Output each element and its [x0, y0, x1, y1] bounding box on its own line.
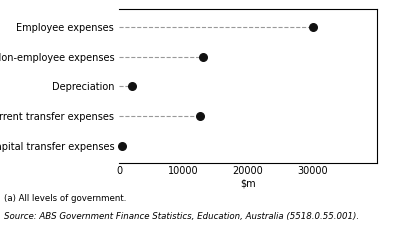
Text: Source: ABS Government Finance Statistics, Education, Australia (5518.0.55.001).: Source: ABS Government Finance Statistic…: [4, 212, 359, 221]
Point: [129, 84, 135, 88]
Point: [119, 144, 125, 148]
X-axis label: $m: $m: [240, 179, 256, 189]
Point: [310, 25, 316, 29]
Point: [200, 55, 206, 58]
Point: [197, 114, 203, 118]
Text: (a) All levels of government.: (a) All levels of government.: [4, 194, 126, 203]
